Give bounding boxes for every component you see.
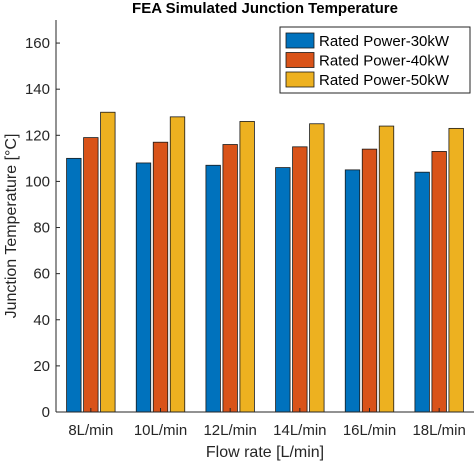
legend-swatch-2 [285, 52, 315, 68]
legend: Rated Power-30kW Rated Power-40kW Rated Po… [279, 26, 471, 94]
bar-3-6 [448, 127, 464, 413]
x-tick-label: 16L/min [343, 422, 396, 439]
bar-2-1 [83, 137, 99, 413]
bar-2-5 [361, 148, 378, 413]
y-tick-label: 20 [33, 358, 50, 375]
legend-label-1: Rated Power-30kW [319, 33, 450, 50]
y-ticks-group: 0 20 40 60 80 100 120 140 160 [25, 35, 60, 421]
x-tick-label: 12L/min [203, 422, 256, 439]
bar-1-5 [344, 169, 361, 413]
y-tick-label: 120 [25, 127, 50, 144]
y-tick-label: 140 [25, 81, 50, 98]
legend-label-3: Rated Power-50kW [319, 72, 450, 89]
bar-1-4 [275, 167, 291, 413]
x-tick-label: 18L/min [412, 422, 465, 439]
y-tick-label: 100 [25, 173, 50, 190]
x-tick-label: 10L/min [134, 422, 187, 439]
bar-2-4 [292, 146, 308, 413]
bar-1-1 [66, 157, 82, 413]
bar-3-4 [309, 123, 325, 413]
x-ticks-group: 8L/min 10L/min 12L/min 14L/min 16L/min 18L/mi… [68, 408, 466, 439]
bar-2-6 [431, 151, 447, 413]
legend-swatch-3 [285, 71, 315, 88]
bar-1-3 [205, 164, 221, 413]
bar-3-3 [239, 121, 255, 413]
chart-title: FEA Simulated Junction Temperature [132, 0, 398, 17]
bar-3-1 [100, 111, 116, 413]
x-tick-label: 14L/min [273, 422, 326, 439]
legend-swatch-1 [285, 32, 315, 49]
y-tick-label: 60 [33, 266, 50, 283]
y-axis-label: Junction Temperature [°C] [3, 134, 20, 319]
bar-1-2 [135, 162, 152, 413]
x-tick-label: 8L/min [68, 422, 113, 439]
bar-3-5 [378, 125, 395, 413]
y-tick-label: 0 [42, 404, 50, 421]
bars-group [66, 111, 464, 413]
bar-2-2 [152, 141, 169, 413]
bar-2-3 [222, 144, 238, 413]
y-tick-label: 80 [33, 220, 50, 237]
y-tick-label: 160 [25, 35, 50, 52]
axes-group [55, 20, 474, 413]
legend-label-2: Rated Power-40kW [319, 53, 450, 70]
bar-1-6 [414, 171, 430, 413]
x-axis-label: Flow rate [L/min] [206, 444, 324, 461]
y-tick-label: 40 [33, 312, 50, 329]
bar-3-2 [169, 116, 186, 413]
